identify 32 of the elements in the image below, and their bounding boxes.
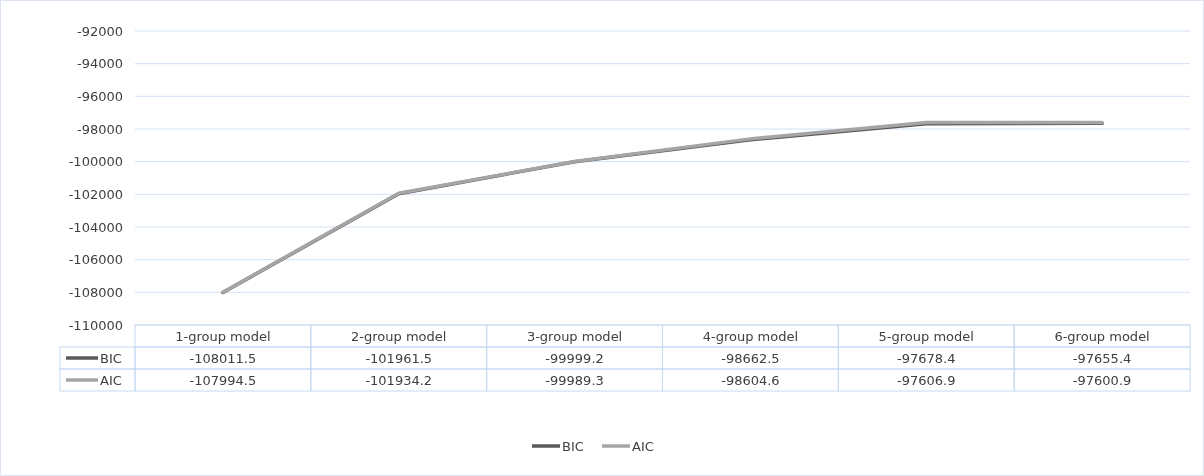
y-tick-label: -102000 <box>68 186 123 202</box>
data-label: -97678.4 <box>897 350 956 366</box>
data-label: -97655.4 <box>1072 350 1132 366</box>
y-tick-label: -106000 <box>68 252 123 268</box>
data-label: -108011.5 <box>189 350 257 366</box>
y-tick-label: -94000 <box>76 56 123 72</box>
data-label: -98662.5 <box>721 350 780 366</box>
data-label: -99999.2 <box>545 350 604 366</box>
data-label: -107994.5 <box>189 372 257 388</box>
y-tick-label: -98000 <box>76 121 123 137</box>
x-tick-label: 6-group model <box>1054 328 1150 344</box>
y-tick-label: -104000 <box>68 219 123 235</box>
legend-label: AIC <box>100 372 122 388</box>
y-tick-label: -92000 <box>76 23 123 39</box>
text: AIC <box>632 438 654 454</box>
data-label: -99989.3 <box>545 372 604 388</box>
y-tick-label: -110000 <box>68 317 123 333</box>
data-label: -98604.6 <box>721 372 780 388</box>
data-label: -101961.5 <box>365 350 433 366</box>
x-tick-label: 2-group model <box>351 328 447 344</box>
data-label: -101934.2 <box>365 372 433 388</box>
data-label: -97606.9 <box>897 372 956 388</box>
legend-label: BIC <box>100 350 122 366</box>
y-tick-label: -96000 <box>76 88 123 104</box>
y-tick-label: -100000 <box>68 154 123 170</box>
text: BIC <box>562 438 584 454</box>
x-tick-label: 5-group model <box>878 328 974 344</box>
y-tick-label: -108000 <box>68 284 123 300</box>
x-tick-label: 1-group model <box>175 328 271 344</box>
x-tick-label: 4-group model <box>702 328 799 344</box>
x-tick-label: 3-group model <box>526 328 623 344</box>
data-label: -97600.9 <box>1072 372 1132 388</box>
